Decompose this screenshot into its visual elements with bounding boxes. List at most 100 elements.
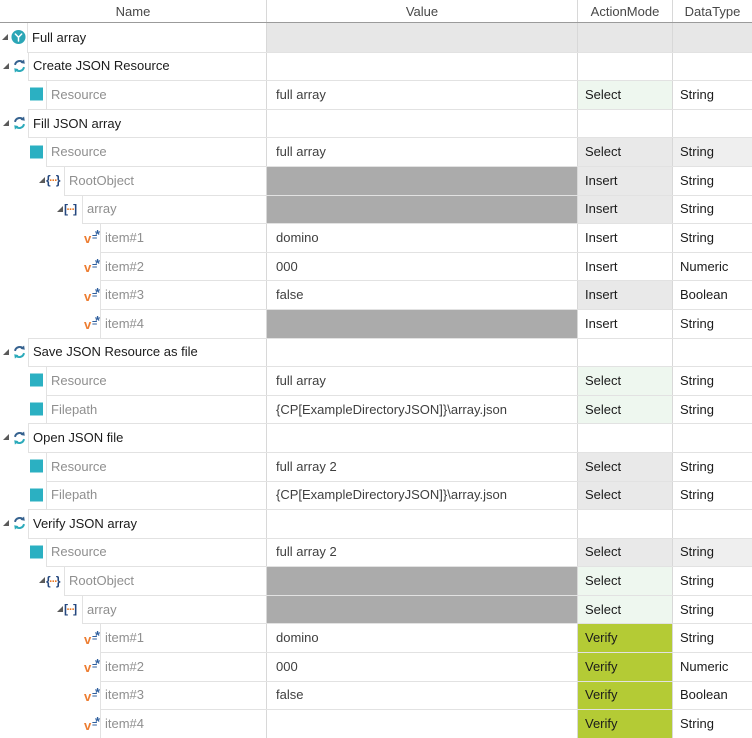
value-cell[interactable]: domino	[266, 623, 577, 653]
node-label[interactable]: Resource	[46, 80, 266, 109]
value-cell[interactable]	[266, 194, 577, 224]
actionmode-cell[interactable]: Insert	[577, 223, 672, 252]
value-cell[interactable]	[266, 509, 577, 538]
value-cell[interactable]	[266, 594, 577, 624]
expander-icon[interactable]	[3, 62, 9, 69]
value-cell[interactable]: 000	[266, 652, 577, 681]
node-label[interactable]: item#1	[100, 223, 266, 252]
value-cell[interactable]	[266, 566, 577, 595]
tree-row[interactable]: [...] array Select String	[0, 594, 752, 624]
datatype-cell[interactable]	[672, 23, 752, 52]
tree-row[interactable]: Filepath {CP[ExampleDirectoryJSON]}\array…	[0, 394, 752, 424]
value-cell[interactable]	[266, 709, 577, 738]
tree-row[interactable]: v = * item#1 domino Insert String	[0, 223, 752, 252]
tree-row[interactable]: {...} RootObject Select String	[0, 566, 752, 595]
actionmode-cell[interactable]: Select	[577, 137, 672, 166]
node-label[interactable]: Save JSON Resource as file	[28, 337, 266, 367]
datatype-cell[interactable]: String	[672, 594, 752, 624]
tree-row[interactable]: Resource full array Select String	[0, 137, 752, 166]
node-label[interactable]: RootObject	[64, 566, 266, 595]
actionmode-cell[interactable]	[577, 337, 672, 367]
actionmode-cell[interactable]: Select	[577, 394, 672, 424]
actionmode-cell[interactable]: Insert	[577, 280, 672, 309]
tree-row[interactable]: Resource full array Select String	[0, 366, 752, 395]
expander-icon[interactable]	[39, 176, 45, 183]
datatype-cell[interactable]: String	[672, 80, 752, 109]
node-label[interactable]: Full array	[27, 23, 266, 52]
datatype-cell[interactable]	[672, 423, 752, 452]
tree-row[interactable]: Verify JSON array	[0, 509, 752, 538]
tree-row[interactable]: Open JSON file	[0, 423, 752, 452]
datatype-cell[interactable]: String	[672, 623, 752, 653]
node-label[interactable]: array	[82, 594, 266, 624]
tree-row[interactable]: v = * item#2 000 Insert Numeric	[0, 251, 752, 281]
tree-row[interactable]: Full array	[0, 23, 752, 52]
tree-row[interactable]: Save JSON Resource as file	[0, 337, 752, 367]
tree-row[interactable]: v = * item#3 false Insert Boolean	[0, 280, 752, 309]
datatype-cell[interactable]: String	[672, 366, 752, 395]
datatype-cell[interactable]: Boolean	[672, 280, 752, 309]
tree-row[interactable]: Resource full array 2 Select String	[0, 451, 752, 481]
value-cell[interactable]	[266, 108, 577, 138]
actionmode-cell[interactable]: Verify	[577, 709, 672, 738]
value-cell[interactable]: {CP[ExampleDirectoryJSON]}\array.json	[266, 394, 577, 424]
expander-icon[interactable]	[39, 577, 45, 584]
value-cell[interactable]: full array 2	[266, 451, 577, 481]
node-label[interactable]: item#4	[100, 308, 266, 338]
tree-row[interactable]: v = * item#4 Insert String	[0, 308, 752, 338]
expander-icon[interactable]	[57, 605, 63, 612]
datatype-cell[interactable]: String	[672, 451, 752, 481]
value-cell[interactable]	[266, 337, 577, 367]
actionmode-cell[interactable]	[577, 108, 672, 138]
value-cell[interactable]: full array	[266, 137, 577, 166]
tree-row[interactable]: {...} RootObject Insert String	[0, 165, 752, 195]
expander-icon[interactable]	[3, 348, 9, 355]
tree-row[interactable]: v = * item#1 domino Verify String	[0, 623, 752, 653]
actionmode-cell[interactable]: Select	[577, 480, 672, 510]
actionmode-cell[interactable]	[577, 509, 672, 538]
tree-row[interactable]: [...] array Insert String	[0, 194, 752, 224]
node-label[interactable]: item#1	[100, 623, 266, 653]
actionmode-cell[interactable]	[577, 51, 672, 81]
datatype-cell[interactable]	[672, 108, 752, 138]
node-label[interactable]: item#3	[100, 680, 266, 710]
value-cell[interactable]	[266, 23, 577, 52]
actionmode-cell[interactable]: Insert	[577, 251, 672, 281]
actionmode-cell[interactable]: Insert	[577, 194, 672, 224]
node-label[interactable]: item#4	[100, 709, 266, 738]
tree-row[interactable]: Fill JSON array	[0, 108, 752, 138]
actionmode-cell[interactable]: Insert	[577, 308, 672, 338]
value-cell[interactable]: full array	[266, 366, 577, 395]
node-label[interactable]: array	[82, 194, 266, 224]
datatype-cell[interactable]: String	[672, 308, 752, 338]
node-label[interactable]: item#2	[100, 652, 266, 681]
node-label[interactable]: RootObject	[64, 165, 266, 195]
actionmode-cell[interactable]: Insert	[577, 165, 672, 195]
node-label[interactable]: Resource	[46, 537, 266, 567]
expander-icon[interactable]	[57, 205, 63, 212]
actionmode-cell[interactable]: Select	[577, 537, 672, 567]
tree-row[interactable]: v = * item#3 false Verify Boolean	[0, 680, 752, 710]
node-label[interactable]: Resource	[46, 366, 266, 395]
actionmode-cell[interactable]: Select	[577, 594, 672, 624]
column-header-name[interactable]: Name	[115, 3, 151, 19]
datatype-cell[interactable]	[672, 337, 752, 367]
tree-row[interactable]: Create JSON Resource	[0, 51, 752, 81]
tree-row[interactable]: v = * item#4 Verify String	[0, 709, 752, 738]
actionmode-cell[interactable]: Select	[577, 566, 672, 595]
datatype-cell[interactable]: String	[672, 537, 752, 567]
column-header-value[interactable]: Value	[266, 0, 577, 22]
expander-icon[interactable]	[3, 520, 9, 527]
expander-icon[interactable]	[3, 434, 9, 441]
value-cell[interactable]	[266, 165, 577, 195]
actionmode-cell[interactable]: Select	[577, 80, 672, 109]
tree-row[interactable]: Resource full array 2 Select String	[0, 537, 752, 567]
tree-row[interactable]: Filepath {CP[ExampleDirectoryJSON]}\array…	[0, 480, 752, 510]
actionmode-cell[interactable]: Select	[577, 451, 672, 481]
datatype-cell[interactable]: String	[672, 566, 752, 595]
node-label[interactable]: Resource	[46, 451, 266, 481]
expander-icon[interactable]	[3, 119, 9, 126]
node-label[interactable]: item#2	[100, 251, 266, 281]
column-header-actionmode[interactable]: ActionMode	[577, 0, 672, 22]
datatype-cell[interactable]: Numeric	[672, 652, 752, 681]
